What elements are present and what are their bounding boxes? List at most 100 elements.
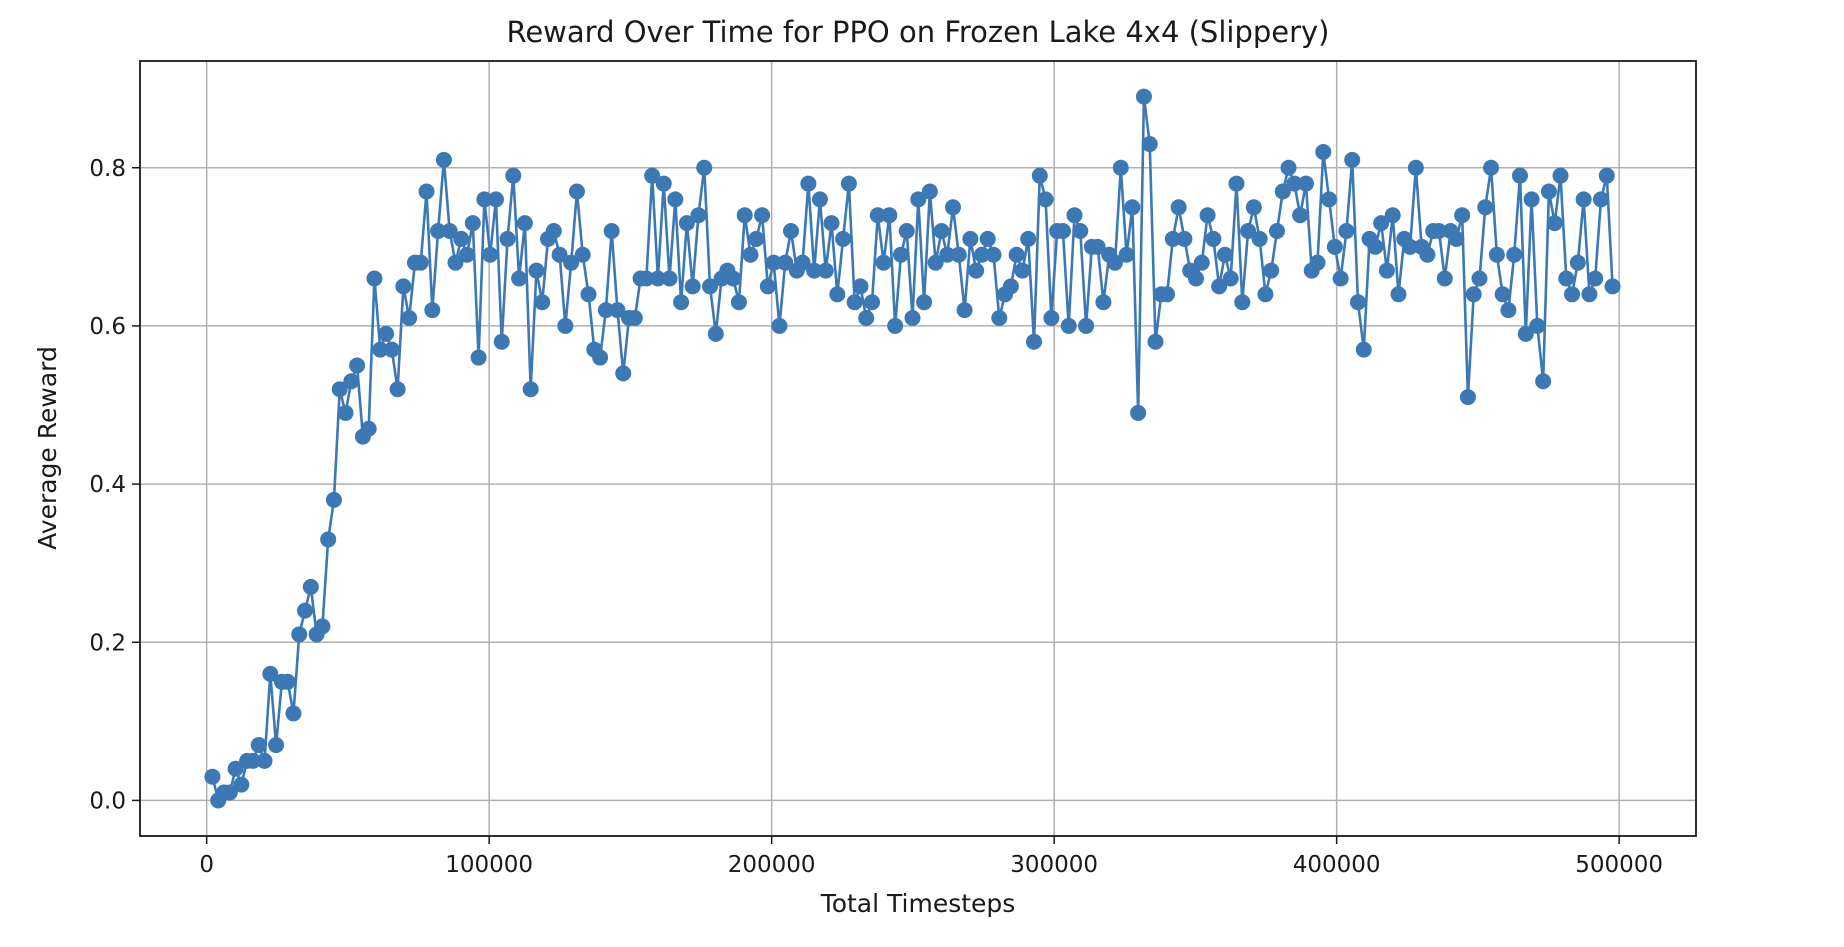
data-point	[1315, 143, 1332, 160]
data-point	[1581, 286, 1598, 303]
data-point	[551, 246, 568, 263]
data-point	[1147, 333, 1164, 350]
data-point	[592, 349, 609, 366]
data-point	[435, 151, 452, 168]
data-point	[1002, 278, 1019, 295]
data-point	[227, 760, 244, 777]
x-tick-label: 300000	[1010, 852, 1098, 878]
data-point	[1060, 317, 1077, 334]
data-point	[453, 230, 470, 247]
data-point	[487, 191, 504, 208]
data-point	[1604, 278, 1621, 295]
x-axis-ticks: 0 100000 200000 300000 400000 500000	[199, 836, 1663, 878]
data-point	[505, 167, 522, 184]
data-point	[1216, 246, 1233, 263]
data-point	[1511, 167, 1528, 184]
data-point	[1430, 223, 1447, 240]
data-point	[881, 207, 898, 224]
data-point	[482, 246, 499, 263]
data-point	[268, 737, 285, 754]
data-point	[233, 776, 250, 793]
data-point	[1390, 286, 1407, 303]
data-point	[1350, 294, 1366, 311]
data-point	[823, 215, 840, 232]
data-point	[950, 246, 967, 263]
data-point	[459, 246, 476, 263]
data-point	[661, 270, 678, 287]
data-point	[846, 294, 863, 311]
data-point	[1124, 199, 1141, 216]
data-point	[1188, 270, 1204, 287]
data-point	[979, 230, 996, 247]
data-point	[707, 325, 724, 342]
data-point	[684, 278, 701, 295]
data-point	[1402, 238, 1419, 255]
data-point	[511, 270, 528, 287]
data-point	[244, 752, 261, 769]
x-tick-label: 200000	[728, 852, 816, 878]
data-point	[279, 673, 296, 690]
data-point	[1448, 230, 1465, 247]
data-point	[534, 294, 551, 311]
data-point	[1228, 175, 1245, 192]
data-point	[1598, 167, 1615, 184]
data-point	[956, 302, 973, 319]
data-point	[811, 191, 828, 208]
data-point	[389, 381, 406, 398]
data-point	[1257, 286, 1274, 303]
data-point	[887, 317, 904, 334]
data-point	[1373, 215, 1390, 232]
x-tick-label: 400000	[1293, 852, 1381, 878]
data-point	[1072, 223, 1089, 240]
data-point	[927, 254, 944, 271]
data-point	[1014, 262, 1031, 279]
data-point	[557, 317, 574, 334]
data-point	[563, 254, 580, 271]
data-point	[864, 294, 881, 311]
data-point	[1378, 262, 1395, 279]
data-point	[418, 183, 435, 200]
data-point	[1523, 191, 1540, 208]
data-point	[1251, 230, 1268, 247]
data-point	[1454, 207, 1471, 224]
series-reward	[204, 88, 1621, 809]
data-point	[829, 286, 846, 303]
data-point	[1118, 246, 1135, 263]
data-point	[1222, 270, 1239, 287]
data-point	[667, 191, 684, 208]
y-tick-label: 0.0	[89, 788, 126, 814]
data-point	[673, 294, 690, 311]
data-point	[412, 254, 429, 271]
data-point	[1054, 223, 1071, 240]
x-tick-label: 100000	[445, 852, 533, 878]
data-point	[528, 262, 545, 279]
data-point	[1043, 310, 1060, 327]
data-point	[1234, 294, 1251, 311]
data-point	[1026, 333, 1043, 350]
data-point	[649, 270, 666, 287]
data-point	[1089, 238, 1106, 255]
data-point	[580, 286, 597, 303]
data-point	[748, 230, 765, 247]
data-point	[945, 199, 962, 216]
data-point	[597, 302, 614, 319]
data-point	[378, 325, 395, 342]
data-point	[1332, 270, 1349, 287]
data-point	[1159, 286, 1176, 303]
data-point	[1037, 191, 1054, 208]
data-point	[337, 404, 354, 421]
data-point	[522, 381, 539, 398]
data-point	[430, 223, 447, 240]
data-point	[424, 302, 441, 319]
data-point	[1193, 254, 1210, 271]
data-point	[1170, 199, 1187, 216]
data-point	[725, 270, 742, 287]
data-point	[1164, 230, 1181, 247]
data-point	[1292, 207, 1309, 224]
data-point	[464, 215, 481, 232]
data-point	[1488, 246, 1505, 263]
data-point	[1436, 270, 1453, 287]
plot-frame	[139, 60, 1697, 837]
data-point	[939, 246, 956, 263]
data-point	[204, 768, 221, 785]
